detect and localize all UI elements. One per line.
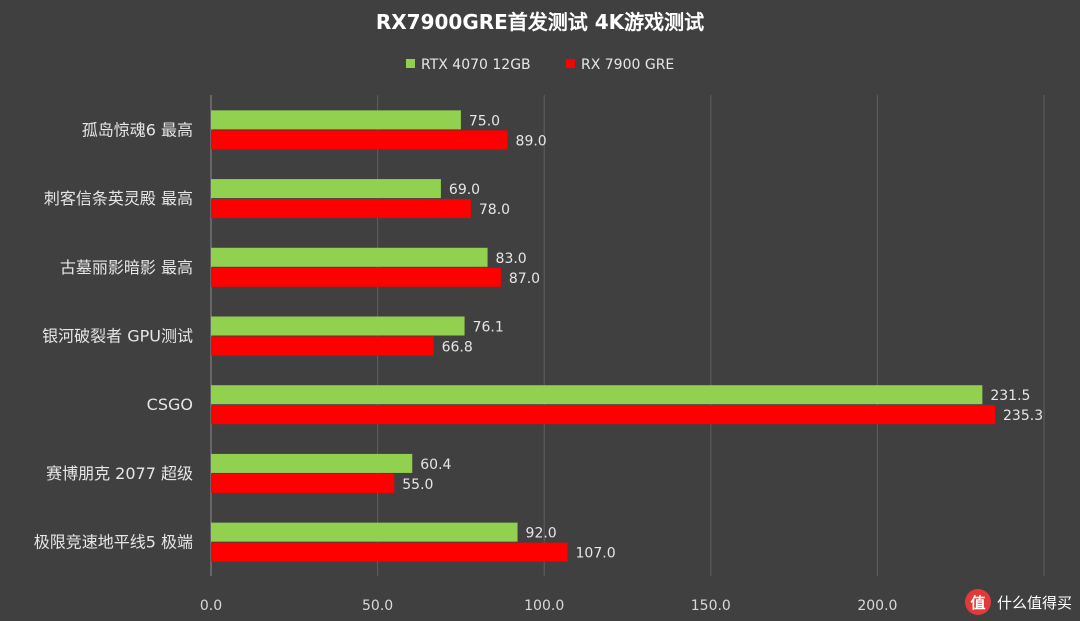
category-label: CSGO xyxy=(147,395,193,414)
data-label: 235.3 xyxy=(1003,408,1043,424)
bar xyxy=(211,385,983,405)
bar xyxy=(211,453,413,473)
x-tick-label: 50.0 xyxy=(362,598,393,614)
legend-swatch xyxy=(566,59,575,68)
data-label: 89.0 xyxy=(516,133,547,149)
legend-swatch xyxy=(406,59,415,68)
data-label: 66.8 xyxy=(442,340,473,356)
category-label: 古墓丽影暗影 最高 xyxy=(60,258,193,277)
bar xyxy=(211,179,441,199)
data-label: 231.5 xyxy=(990,388,1030,404)
category-label: 极限竞速地平线5 极端 xyxy=(34,533,193,552)
bars: 75.0 89.0 69.0 78.0 83.0 87.0 76.166.8 231.5 235… xyxy=(211,110,1043,562)
data-label: 78.0 xyxy=(479,202,510,218)
bar xyxy=(211,247,488,267)
data-label: 76.1 xyxy=(473,320,504,336)
x-tick-label: 150.0 xyxy=(691,598,731,614)
data-label: 107.0 xyxy=(576,546,616,562)
legend: RTX 4070 12GB RX 7900 GRE xyxy=(406,57,674,73)
x-tick-label: 200.0 xyxy=(857,598,897,614)
category-label: 银河破裂者 GPU测试 xyxy=(42,327,193,346)
data-label: 69.0 xyxy=(449,182,480,198)
bar xyxy=(211,336,434,356)
x-tick-labels: 0.0 50.0 100.0 150.0 200.0 xyxy=(200,598,898,614)
data-label: 55.0 xyxy=(402,477,433,493)
bar xyxy=(211,267,501,287)
data-label: 60.4 xyxy=(420,457,451,473)
legend-label: RX 7900 GRE xyxy=(581,57,674,73)
data-label: 83.0 xyxy=(496,251,527,267)
legend-label: RTX 4070 12GB xyxy=(421,57,531,73)
category-label: 刺客信条英灵殿 最高 xyxy=(44,189,193,208)
category-label: 孤岛惊魂6 最高 xyxy=(82,120,193,139)
data-label: 75.0 xyxy=(469,113,500,129)
watermark-logo-icon: 值 xyxy=(964,589,991,615)
bar xyxy=(211,316,465,336)
gridlines xyxy=(210,95,1045,576)
x-tick-label: 100.0 xyxy=(524,598,564,614)
chart-title: RX7900GRE首发测试 4K游戏测试 xyxy=(376,10,704,34)
bar xyxy=(211,405,996,425)
bar xyxy=(211,110,461,130)
bar xyxy=(211,522,518,542)
data-label: 92.0 xyxy=(526,526,557,542)
watermark-text: 什么值得买 xyxy=(996,593,1072,612)
data-label: 87.0 xyxy=(509,271,540,287)
category-label: 赛博朋克 2077 超级 xyxy=(46,464,193,483)
bar xyxy=(211,130,508,150)
bar xyxy=(211,542,568,562)
bar xyxy=(211,199,471,219)
x-tick-label: 0.0 xyxy=(200,598,222,614)
bar xyxy=(211,473,395,493)
watermark: 值 什么值得买 xyxy=(964,589,1072,615)
